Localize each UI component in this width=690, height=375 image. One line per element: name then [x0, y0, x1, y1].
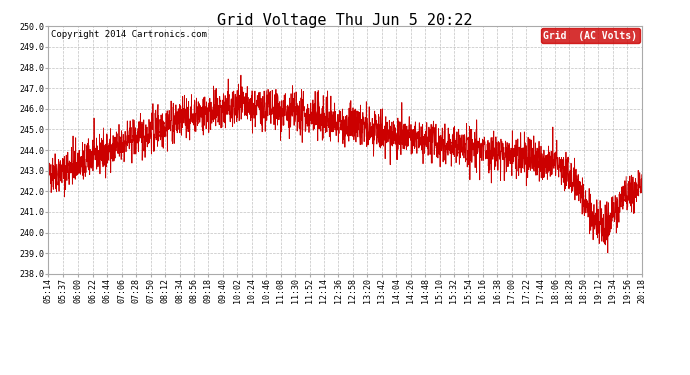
Grid  (AC Volts) — [285, 104, 293, 109]
Grid  (AC Volts) — [308, 120, 317, 124]
Grid  (AC Volts) — [604, 251, 612, 255]
Grid  (AC Volts) — [638, 172, 646, 177]
Grid  (AC Volts) — [175, 127, 183, 132]
Grid  (AC Volts) — [104, 132, 112, 137]
Grid  (AC Volts) — [237, 73, 245, 77]
Grid  (AC Volts) — [294, 104, 302, 108]
Grid  (AC Volts) — [383, 121, 391, 125]
Text: Copyright 2014 Cartronics.com: Copyright 2014 Cartronics.com — [51, 30, 207, 39]
Line: Grid  (AC Volts): Grid (AC Volts) — [48, 75, 642, 253]
Legend: Grid  (AC Volts): Grid (AC Volts) — [541, 28, 640, 43]
Text: Grid Voltage Thu Jun 5 20:22: Grid Voltage Thu Jun 5 20:22 — [217, 13, 473, 28]
Grid  (AC Volts) — [44, 167, 52, 171]
